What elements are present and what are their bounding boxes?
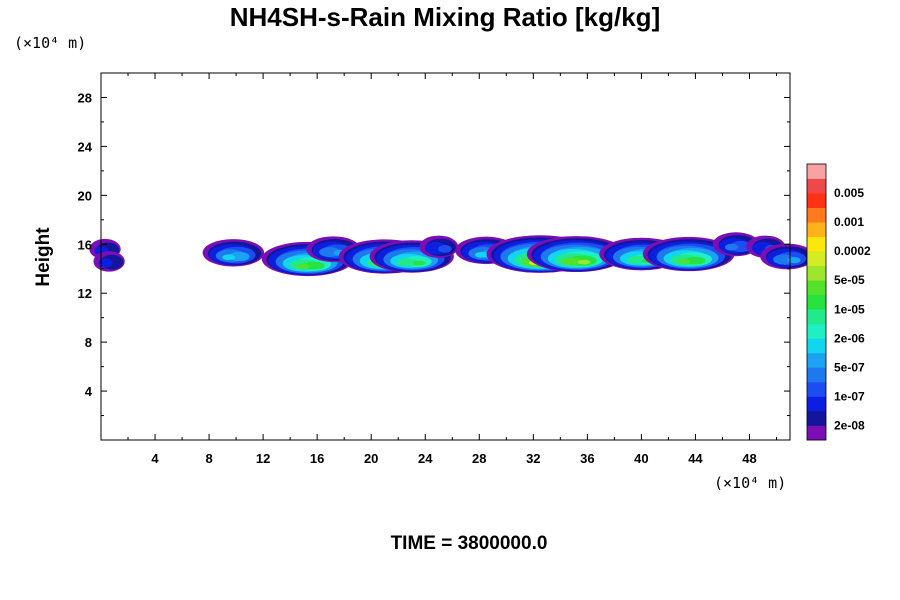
field-cell bbox=[760, 243, 815, 270]
contour-band bbox=[577, 259, 591, 265]
colorbar-swatch bbox=[807, 396, 826, 412]
x-tick-label: 8 bbox=[205, 451, 212, 466]
field-cell bbox=[202, 239, 265, 267]
colorbar-swatch bbox=[807, 236, 826, 252]
contour-band bbox=[397, 258, 418, 267]
x-tick-label: 32 bbox=[526, 451, 540, 466]
colorbar-swatch bbox=[807, 178, 826, 194]
field-cells bbox=[89, 232, 815, 277]
x-tick-label: 12 bbox=[256, 451, 270, 466]
contour-band bbox=[304, 261, 325, 270]
x-tick-label: 28 bbox=[472, 451, 486, 466]
x-tick-label: 44 bbox=[688, 451, 703, 466]
colorbar-swatch bbox=[807, 367, 826, 383]
contour-band bbox=[296, 263, 310, 269]
chart-title: NH4SH-s-Rain Mixing Ratio [kg/kg] bbox=[230, 2, 660, 32]
x-tick-label: 20 bbox=[364, 451, 378, 466]
y-tick-label: 20 bbox=[78, 188, 92, 203]
colorbar-swatch bbox=[807, 207, 826, 223]
colorbar-swatch bbox=[807, 352, 826, 368]
colorbar-label: 1e-07 bbox=[834, 389, 865, 403]
colorbar-swatch bbox=[807, 222, 826, 238]
colorbar-label: 2e-08 bbox=[834, 418, 865, 432]
colorbar-swatch bbox=[807, 425, 826, 441]
contour-band bbox=[685, 256, 706, 265]
y-tick-label: 24 bbox=[78, 139, 93, 154]
colorbar-swatch bbox=[807, 294, 826, 310]
field-cell bbox=[93, 251, 125, 272]
x-axis-unit: (×10⁴ m) bbox=[714, 474, 786, 492]
colorbar-swatch bbox=[807, 338, 826, 354]
field-cell bbox=[419, 235, 459, 258]
colorbar-swatch bbox=[807, 193, 826, 208]
colorbar-label: 0.001 bbox=[834, 215, 864, 229]
contour-band bbox=[222, 254, 236, 261]
colorbar-label: 0.005 bbox=[834, 186, 864, 200]
colorbar-label: 2e-06 bbox=[834, 331, 865, 345]
colorbar-swatch bbox=[807, 265, 826, 281]
y-axis-unit: (×10⁴ m) bbox=[14, 34, 86, 52]
contour-band bbox=[724, 243, 739, 251]
colorbar-label: 0.0002 bbox=[834, 244, 871, 258]
colorbar-frame bbox=[806, 163, 827, 441]
y-tick-label: 28 bbox=[78, 90, 92, 105]
colorbar-swatch bbox=[807, 309, 826, 325]
x-tick-label: 36 bbox=[580, 451, 594, 466]
field-cell bbox=[261, 241, 354, 277]
colorbar-swatch bbox=[807, 381, 826, 397]
colorbar: 2e-08 1e-07 5e-07 2e-06 1e-05 5e-05 0.0002 0.00… bbox=[806, 163, 871, 441]
colorbar-swatch bbox=[807, 164, 826, 179]
contour-band bbox=[677, 259, 691, 264]
contour-band bbox=[412, 260, 426, 266]
contour-band bbox=[787, 257, 801, 264]
y-tick-label: 8 bbox=[85, 335, 92, 350]
x-tick-label: 48 bbox=[742, 451, 756, 466]
contour-band bbox=[98, 258, 113, 268]
colorbar-swatch bbox=[807, 323, 826, 339]
time-label: TIME = 3800000.0 bbox=[391, 533, 548, 554]
y-tick-label: 16 bbox=[78, 237, 92, 252]
contour-band bbox=[474, 251, 488, 258]
x-tick-label: 4 bbox=[151, 451, 159, 466]
colorbar-label: 5e-05 bbox=[834, 273, 865, 287]
contour-band bbox=[626, 255, 648, 264]
y-axis-label: Height bbox=[33, 227, 54, 287]
colorbar-swatch bbox=[807, 280, 826, 296]
y-tick-label: 12 bbox=[78, 286, 92, 301]
plot-frame bbox=[100, 72, 791, 441]
x-tick-label: 40 bbox=[634, 451, 648, 466]
y-tick-label: 4 bbox=[85, 384, 93, 399]
x-tick-label: 16 bbox=[310, 451, 324, 466]
contour-band bbox=[438, 245, 452, 253]
colorbar-swatch bbox=[807, 410, 826, 426]
x-tick-label: 24 bbox=[418, 451, 433, 466]
contour-band bbox=[561, 257, 583, 266]
colorbar-swatch bbox=[807, 251, 826, 267]
field-cell bbox=[642, 236, 735, 272]
colorbar-label: 1e-05 bbox=[834, 302, 865, 316]
field-cell bbox=[526, 236, 627, 273]
colorbar-label: 5e-07 bbox=[834, 360, 865, 374]
